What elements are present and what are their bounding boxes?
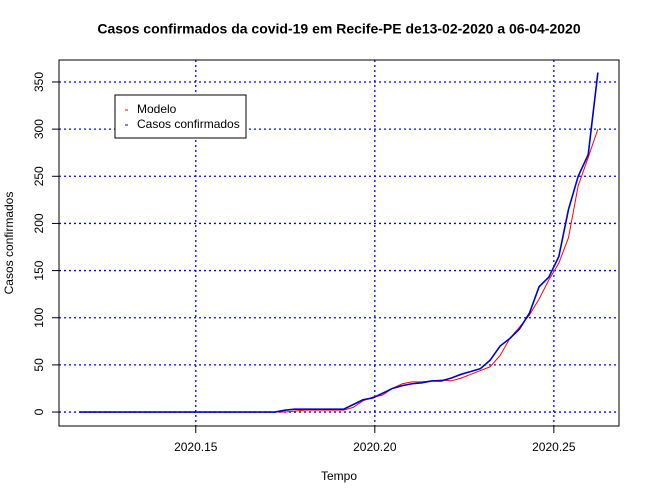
plot-frame	[58, 59, 620, 427]
x-tick-label: 2020.25	[532, 440, 576, 454]
y-tick-label: 200	[32, 213, 46, 233]
y-tick-label: 100	[32, 307, 46, 327]
y-tick-label: 350	[32, 72, 46, 92]
chart-title: Casos confirmados da covid-19 em Recife-…	[97, 21, 580, 37]
series-line	[79, 72, 599, 413]
legend-box	[114, 94, 247, 139]
x-axis-label: Tempo	[321, 469, 357, 483]
y-tick-label: 150	[32, 260, 46, 280]
legend-label: Modelo	[137, 102, 177, 116]
x-tick-label: 2020.20	[353, 440, 397, 454]
y-tick-label: 50	[32, 358, 46, 372]
legend-label: Casos confirmados	[137, 117, 240, 131]
x-tick-label: 2020.15	[174, 440, 218, 454]
y-tick-label: 0	[32, 408, 46, 415]
y-axis-label: Casos confirmados	[2, 192, 16, 295]
y-tick-label: 300	[32, 119, 46, 139]
y-tick-label: 250	[32, 166, 46, 186]
